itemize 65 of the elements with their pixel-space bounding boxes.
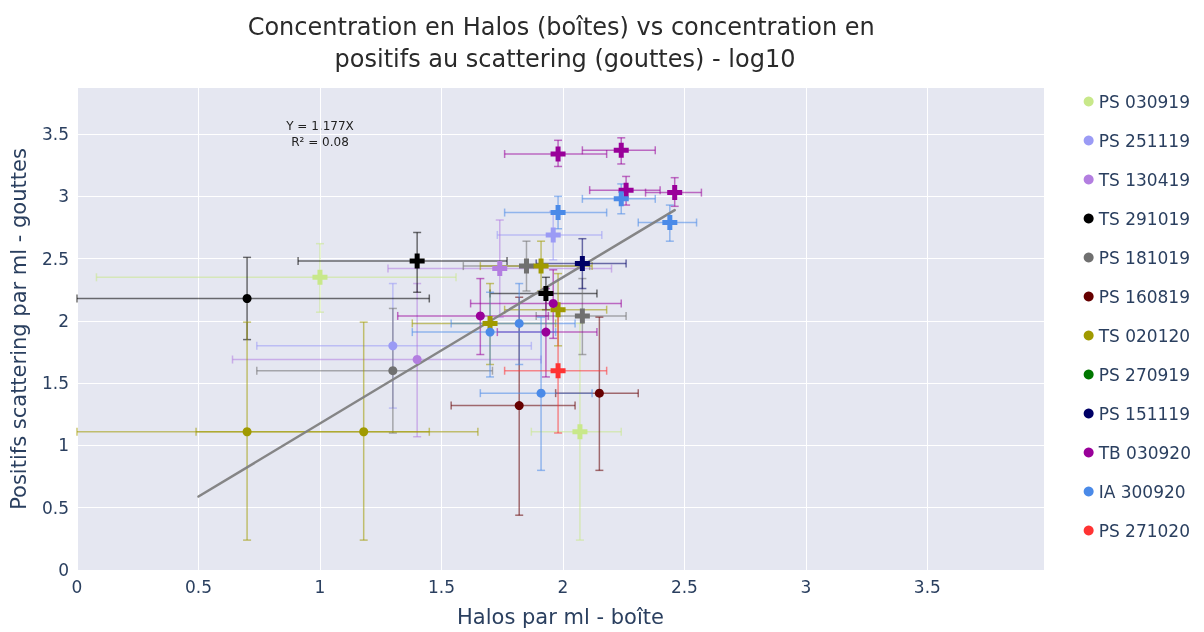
- point: [388, 341, 398, 351]
- y-tick-label: 1.5: [41, 373, 69, 394]
- point: [492, 261, 508, 277]
- legend-label: IA 300920: [1098, 481, 1186, 502]
- legend-label: TB 030920: [1097, 442, 1192, 463]
- point: [545, 227, 561, 243]
- x-tick-label: 3.5: [913, 576, 941, 597]
- legend-label: PS 160819: [1098, 286, 1190, 307]
- y-tick-label: 2.5: [41, 248, 69, 269]
- legend-label: PS 030919: [1098, 91, 1190, 112]
- legend-label: TS 291019: [1097, 208, 1191, 229]
- point: [574, 256, 590, 272]
- x-tick-label: 0.5: [184, 576, 213, 597]
- point: [550, 302, 566, 318]
- point: [388, 366, 398, 376]
- y-tick-label: 2: [58, 310, 69, 331]
- y-tick-label: 0: [58, 560, 69, 580]
- point: [572, 424, 588, 440]
- point: [613, 191, 629, 207]
- point: [485, 327, 495, 337]
- legend-label: TS 020120: [1097, 325, 1191, 346]
- point: [548, 298, 558, 308]
- point: [550, 363, 566, 379]
- legend-label: PS 181019: [1098, 247, 1190, 268]
- x-tick-label: 1: [314, 576, 326, 597]
- point: [475, 311, 485, 321]
- y-tick-label: 3.5: [41, 124, 69, 145]
- point: [574, 308, 590, 324]
- point: [613, 142, 629, 158]
- y-axis-title: Positifs scattering par ml - gouttes: [6, 148, 31, 510]
- point: [518, 258, 534, 274]
- point: [409, 253, 425, 269]
- point: [514, 401, 524, 411]
- x-tick-label: 0: [71, 576, 83, 597]
- legend-label: PS 271020: [1098, 520, 1190, 541]
- point: [242, 293, 252, 303]
- point: [538, 286, 554, 301]
- point: [412, 355, 422, 365]
- point: [514, 318, 524, 328]
- legend-label: PS 151119: [1098, 403, 1190, 424]
- legend-label: PS 270919: [1098, 364, 1190, 385]
- x-axis-title: Halos par ml - boîte: [457, 604, 664, 629]
- point: [242, 427, 252, 437]
- point: [550, 146, 566, 162]
- legend-label: TS 130419: [1097, 169, 1191, 190]
- annotation: R² = 0.08: [291, 135, 349, 149]
- x-tick-label: 1.5: [427, 576, 455, 597]
- legend-label: PS 251119: [1098, 130, 1190, 151]
- point: [536, 388, 546, 398]
- point: [359, 427, 369, 437]
- point: [541, 327, 551, 337]
- point: [550, 205, 566, 221]
- x-tick-label: 2: [557, 576, 569, 597]
- y-tick-label: 3: [58, 186, 69, 207]
- x-tick-label: 2.5: [670, 576, 698, 597]
- y-tick-label: 1: [58, 435, 69, 456]
- point: [594, 388, 604, 398]
- y-tick-label: 0.5: [41, 497, 69, 518]
- point: [533, 258, 549, 274]
- annotation: Y = 1.177X: [285, 119, 354, 133]
- point: [667, 185, 683, 201]
- point: [662, 215, 678, 231]
- point: [312, 269, 328, 285]
- chart-title: Concentration en Halos (boîtes) vs concentration en positifs au scattering (gouttes) - log10: [247, 13, 883, 73]
- x-tick-label: 3: [800, 576, 812, 597]
